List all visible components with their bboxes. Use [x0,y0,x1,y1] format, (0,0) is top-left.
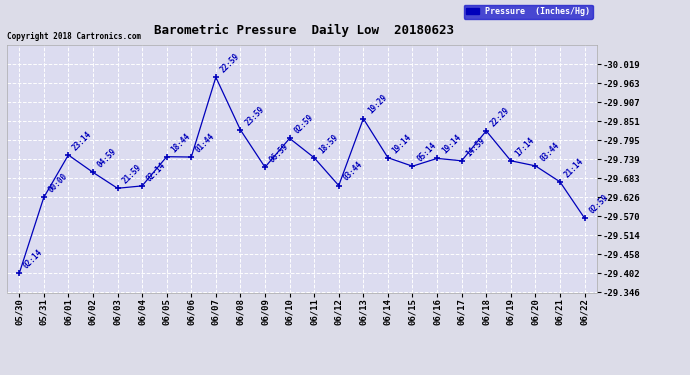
Text: 21:14: 21:14 [563,156,586,179]
Text: Copyright 2018 Cartronics.com: Copyright 2018 Cartronics.com [7,32,141,41]
Legend: Pressure  (Inches/Hg): Pressure (Inches/Hg) [464,4,593,19]
Text: 01:44: 01:44 [194,132,217,154]
Text: 22:59: 22:59 [219,52,241,75]
Text: 19:14: 19:14 [391,132,413,155]
Text: 03:44: 03:44 [342,160,364,183]
Text: 03:44: 03:44 [538,140,561,163]
Text: 02:59: 02:59 [587,193,610,215]
Text: 23:14: 23:14 [71,129,94,152]
Text: 18:59: 18:59 [317,132,339,155]
Text: 18:44: 18:44 [170,131,193,154]
Text: 17:14: 17:14 [513,135,536,158]
Text: 02:14: 02:14 [22,248,45,271]
Text: 06:59: 06:59 [268,142,290,165]
Text: 21:59: 21:59 [120,163,143,186]
Text: 23:59: 23:59 [243,104,266,127]
Text: 02:59: 02:59 [293,113,315,136]
Text: 19:29: 19:29 [366,93,389,116]
Text: 00:00: 00:00 [46,172,69,195]
Text: 22:29: 22:29 [489,105,512,128]
Text: 19:14: 19:14 [440,133,462,156]
Text: 14:59: 14:59 [464,135,487,158]
Text: 04:59: 04:59 [96,147,119,170]
Text: 02:14: 02:14 [145,160,168,183]
Text: 05:14: 05:14 [415,141,438,164]
Text: Barometric Pressure  Daily Low  20180623: Barometric Pressure Daily Low 20180623 [154,24,453,38]
